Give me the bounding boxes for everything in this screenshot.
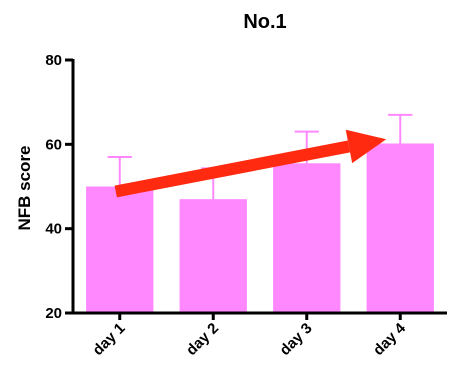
bar-day-3 [273, 163, 341, 313]
x-tick-label-day-4: day 4 [370, 319, 410, 359]
x-tick-label-day-2: day 2 [183, 320, 222, 359]
trend-arrow-head [345, 129, 387, 164]
y-tick-label-20: 20 [45, 305, 62, 322]
x-tick-label-day-1: day 1 [89, 320, 128, 359]
bar-day-2 [179, 199, 247, 313]
trend-arrow-shaft [114, 140, 351, 198]
x-tick-label-day-3: day 3 [276, 320, 315, 359]
bars-group [86, 143, 434, 313]
trend-arrow-group [114, 129, 387, 198]
y-tick-label-60: 60 [45, 136, 62, 153]
bar-day-1 [86, 186, 154, 313]
y-tick-label-80: 80 [45, 52, 62, 69]
y-tick-label-40: 40 [45, 221, 62, 238]
y-axis-label: NFB score [15, 145, 34, 230]
chart-title: No.1 [243, 11, 286, 33]
bar-day-4 [366, 143, 434, 313]
